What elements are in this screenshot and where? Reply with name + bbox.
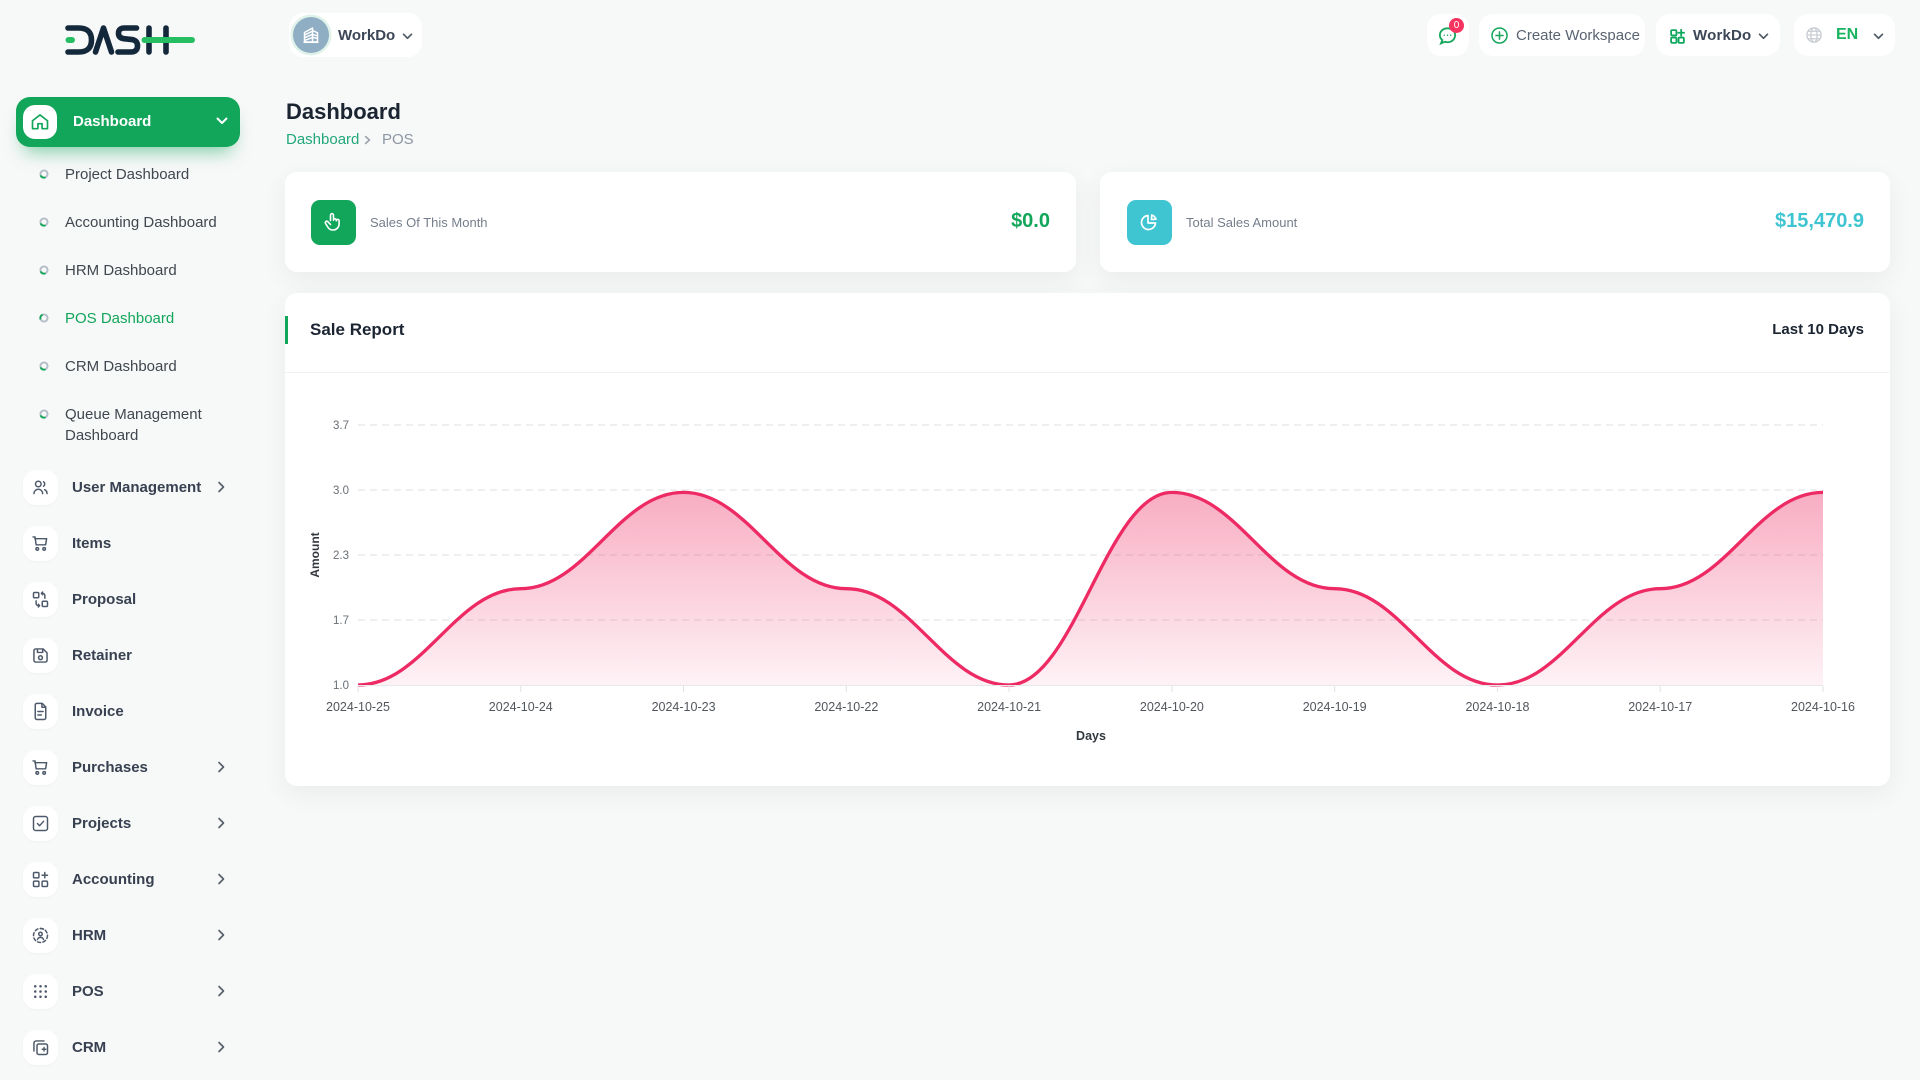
svg-text:Days: Days: [1076, 729, 1106, 743]
svg-text:1.0: 1.0: [333, 680, 349, 692]
svg-text:2024-10-16: 2024-10-16: [1791, 700, 1855, 714]
svg-text:1.7: 1.7: [333, 615, 349, 627]
svg-text:2024-10-22: 2024-10-22: [814, 700, 878, 714]
svg-text:2024-10-18: 2024-10-18: [1465, 700, 1529, 714]
svg-text:2024-10-23: 2024-10-23: [652, 700, 716, 714]
svg-text:2.3: 2.3: [333, 550, 349, 562]
svg-text:Amount: Amount: [308, 532, 322, 577]
svg-text:3.7: 3.7: [333, 420, 349, 432]
svg-text:2024-10-21: 2024-10-21: [977, 700, 1041, 714]
svg-text:2024-10-17: 2024-10-17: [1628, 700, 1692, 714]
svg-text:3.0: 3.0: [333, 485, 349, 497]
svg-text:2024-10-24: 2024-10-24: [489, 700, 553, 714]
svg-text:2024-10-19: 2024-10-19: [1303, 700, 1367, 714]
svg-text:2024-10-20: 2024-10-20: [1140, 700, 1204, 714]
svg-text:2024-10-25: 2024-10-25: [326, 700, 390, 714]
